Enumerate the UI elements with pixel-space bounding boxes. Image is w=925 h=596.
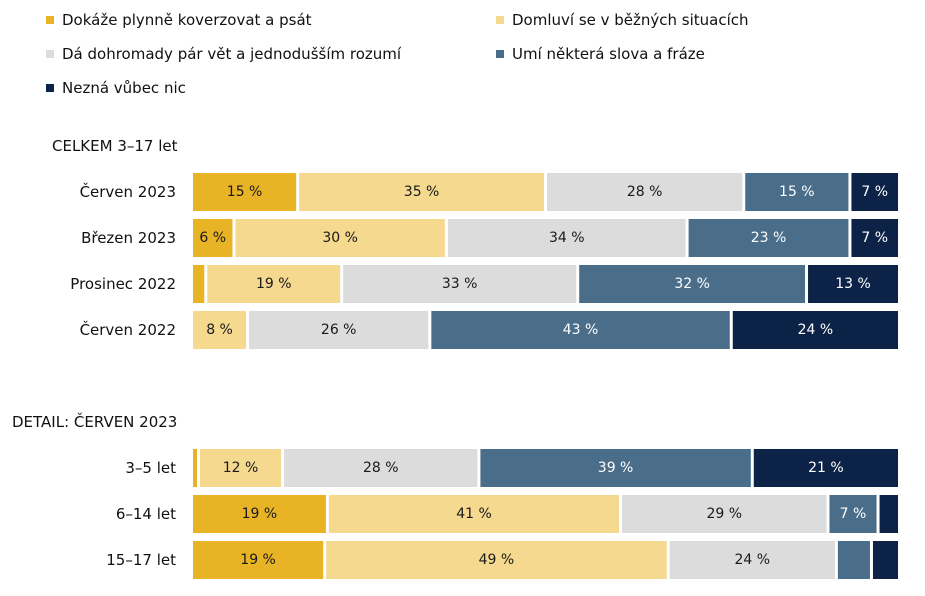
data-label: 19 % [240,552,276,568]
row-label: 6–14 let [116,505,176,523]
bar-segment [579,265,806,303]
row-label: Červen 2022 [80,320,176,339]
bar-segment [732,311,898,349]
bar-segment [872,541,898,579]
data-label: 13 % [835,276,871,292]
data-label: 19 % [256,276,292,292]
data-label: 15 % [779,184,815,200]
bar-segment [249,311,429,349]
row-label: 15–17 let [106,551,176,569]
data-label: 49 % [479,552,515,568]
row-label: Prosinec 2022 [70,275,176,293]
data-label: 34 % [549,230,585,246]
data-label: 28 % [627,184,663,200]
bar-segment [193,173,297,211]
bar-segment [343,265,577,303]
bar-segment [480,449,751,487]
row-label: Březen 2023 [81,229,176,247]
bar-segment [193,541,324,579]
bar-segment [193,219,233,257]
bar-segment [193,449,198,487]
data-label: 35 % [404,184,440,200]
data-label: 7 % [840,506,867,522]
data-label: 29 % [706,506,742,522]
bar-segment [669,541,835,579]
legend-swatch [496,16,504,24]
data-label: 8 % [206,322,233,338]
data-label: 15 % [227,184,263,200]
bar-segment [879,495,898,533]
bar-segment [688,219,849,257]
row-label: Červen 2023 [80,182,176,201]
bar-segment [328,495,620,533]
bar-segment [193,265,205,303]
bar-segment [829,495,877,533]
bar-segment [200,449,282,487]
data-label: 24 % [735,552,771,568]
bar-segment [547,173,743,211]
bar-segment [284,449,478,487]
bar-segment [193,311,247,349]
bar-segment [808,265,898,303]
bar-segment [851,173,898,211]
bar-segment [622,495,827,533]
bar-segment [753,449,898,487]
data-label: 7 % [861,230,888,246]
bar-segment [447,219,686,257]
bar-segment [207,265,341,303]
legend-swatch [496,50,504,58]
legend-label: Dokáže plynně koverzovat a psát [62,11,312,29]
data-label: 6 % [199,230,226,246]
bar-segment [837,541,870,579]
data-label: 28 % [363,460,399,476]
legend-swatch [46,50,54,58]
data-label: 32 % [674,276,710,292]
data-label: 41 % [456,506,492,522]
bar-segment [235,219,445,257]
data-label: 24 % [798,322,834,338]
legend-label: Nezná vůbec nic [62,79,186,97]
data-label: 12 % [223,460,259,476]
bar-segment [193,495,326,533]
bar-segment [299,173,544,211]
data-label: 7 % [861,184,888,200]
legend-label: Umí některá slova a fráze [512,45,705,63]
data-label: 26 % [321,322,357,338]
bar-segment [431,311,730,349]
legend-swatch [46,84,54,92]
data-label: 43 % [563,322,599,338]
data-label: 21 % [808,460,844,476]
bar-segment [326,541,667,579]
legend-swatch [46,16,54,24]
row-label: 3–5 let [125,459,176,477]
data-label: 23 % [751,230,787,246]
legend-label: Domluví se v běžných situacích [512,11,749,29]
group-title: DETAIL: ČERVEN 2023 [12,412,177,431]
bar-segment [851,219,898,257]
data-label: 19 % [242,506,278,522]
bar-segment [745,173,849,211]
data-label: 33 % [442,276,478,292]
legend-label: Dá dohromady pár vět a jednodušším rozum… [62,45,402,63]
data-label: 30 % [322,230,358,246]
group-title: CELKEM 3–17 let [52,137,178,155]
data-label: 39 % [598,460,634,476]
